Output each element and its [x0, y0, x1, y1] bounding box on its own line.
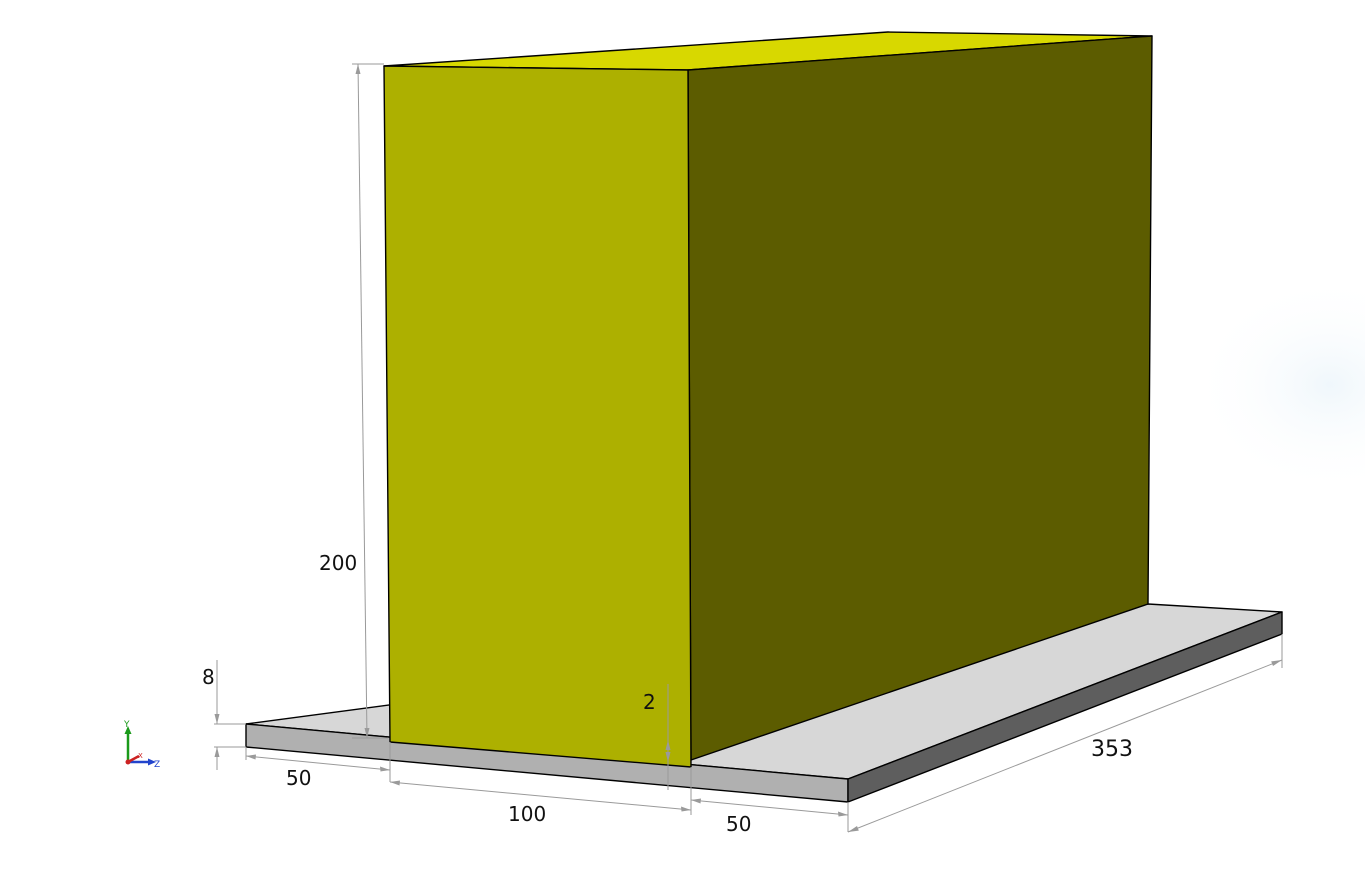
axis-y-label: Y — [123, 720, 130, 730]
background-glow — [1190, 275, 1365, 495]
dim-left-margin: 50 — [286, 766, 311, 790]
axis-x-label: X — [138, 752, 143, 760]
dim-gap: 2 — [643, 690, 656, 714]
axis-z-label: Z — [154, 760, 160, 770]
box-front-face — [383, 65, 692, 768]
dim-box-height: 200 — [319, 551, 357, 575]
dimension-lines — [214, 63, 1283, 833]
axis-triad-icon: Y X Z — [123, 720, 160, 770]
dim-right-margin: 50 — [726, 812, 751, 836]
box-body[interactable] — [383, 31, 1153, 768]
dim-box-width: 100 — [508, 802, 546, 826]
dim-plate-thickness: 8 — [202, 665, 215, 689]
dim-length: 353 — [1091, 737, 1133, 762]
dimension-labels: 200 8 2 50 100 50 353 — [202, 551, 1133, 836]
